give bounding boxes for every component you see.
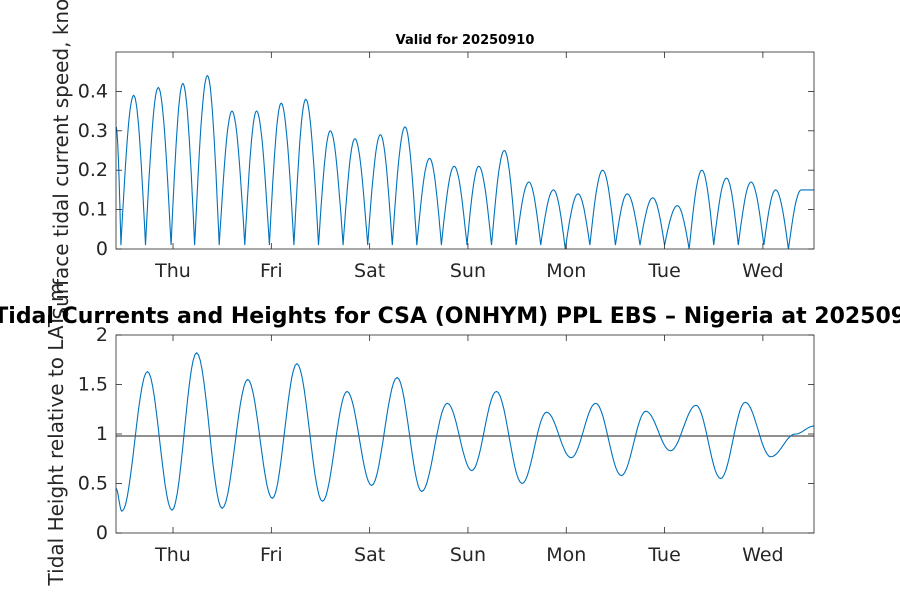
y-tick-label: 0 <box>96 522 108 544</box>
x-tick-label: Sat <box>354 544 385 566</box>
y-tick-label: 0 <box>96 238 108 260</box>
x-tick-label: Tue <box>647 544 680 566</box>
x-tick-label: Sun <box>450 544 486 566</box>
x-tick-label: Sat <box>354 260 385 282</box>
x-tick-label: Mon <box>546 260 586 282</box>
series-line-0 <box>115 351 815 512</box>
y-axis-label: Surface tidal current speed, knots <box>49 0 73 320</box>
y-tick-label: 0.5 <box>78 473 108 495</box>
series-line-0 <box>115 74 814 250</box>
x-tick-label: Wed <box>742 260 783 282</box>
x-tick-label: Thu <box>154 544 191 566</box>
tidal-height-panel: Thu Fri Sat Sun Mon Tue Wed 0 0.5 1 1.5 2 Tidal Heig… <box>0 283 900 587</box>
y-tick-label: 0.4 <box>78 80 108 102</box>
x-tick-label: Wed <box>742 544 783 566</box>
y-tick-label: 0.2 <box>78 159 108 181</box>
x-tick-label: Mon <box>546 544 586 566</box>
x-tick-label: Sun <box>450 260 486 282</box>
plot-area <box>116 52 814 249</box>
plot-area <box>116 335 814 533</box>
x-tick-label: Fri <box>260 260 283 282</box>
chart-title: Valid for 20250910 <box>396 33 535 48</box>
y-tick-label: 2 <box>96 324 108 346</box>
x-tick-label: Fri <box>260 544 283 566</box>
x-tick-label: Thu <box>154 260 191 282</box>
axes-frame <box>115 51 815 250</box>
y-tick-label: 0.3 <box>78 120 108 142</box>
y-tick-label: 0.1 <box>78 199 108 221</box>
y-axis-label: Tidal Height relative to LAT, m <box>44 283 68 587</box>
current-speed-panel: Thu Fri Sat Sun Mon Tue Wed 0 0.1 0.2 0.3 0.4Surfac… <box>49 0 815 320</box>
y-tick-label: 1 <box>96 423 108 445</box>
chart-title: Tidal Currents and Heights for CSA (ONHY… <box>0 304 900 329</box>
y-tick-label: 1.5 <box>78 374 108 396</box>
x-tick-label: Tue <box>647 260 680 282</box>
